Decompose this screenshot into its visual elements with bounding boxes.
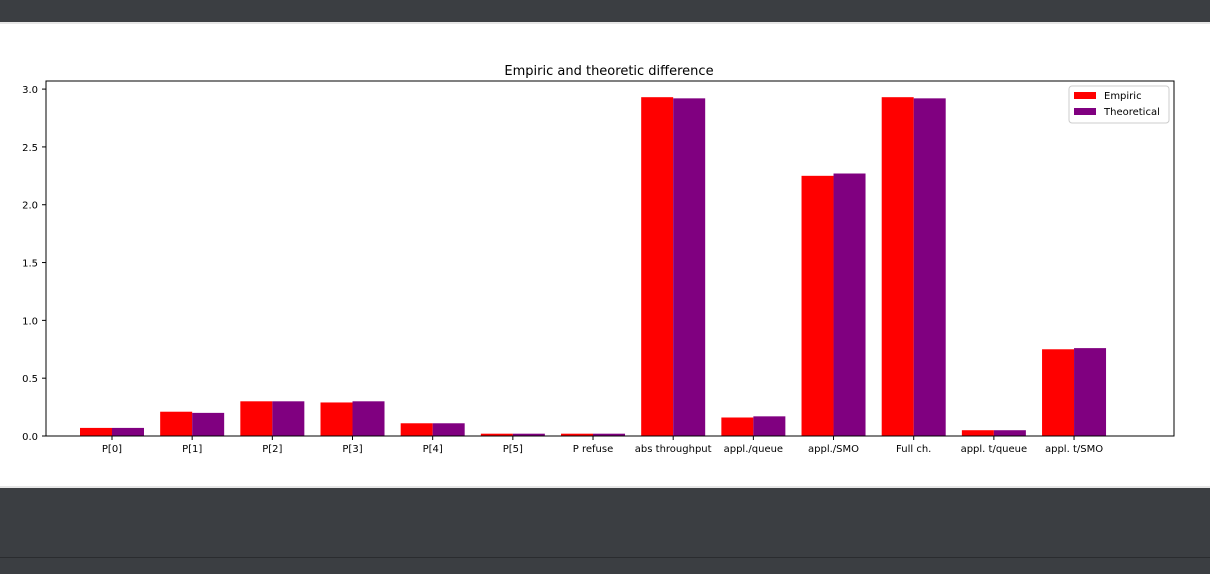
bar-empiric-7 — [641, 97, 674, 436]
plot-area: Empiric and theoretic difference 0.0 0.5 1… — [0, 24, 1210, 486]
top-toolbar — [0, 0, 1210, 22]
y-tick-label: 2.0 — [22, 201, 38, 212]
bar-empiric-11 — [961, 430, 994, 436]
bar-theoretical-11 — [993, 430, 1026, 436]
x-tick-label: P[3] — [342, 444, 362, 455]
bar-theoretical-10 — [913, 98, 946, 436]
bar-empiric-3 — [320, 402, 353, 436]
bar-theoretical-5 — [512, 433, 545, 436]
bar-empiric-4 — [400, 423, 433, 436]
x-tick-label: appl./queue — [724, 444, 783, 455]
status-bar — [0, 558, 1210, 574]
x-tick-label: P refuse — [573, 444, 613, 455]
y-axis: 0.0 0.5 1.0 1.5 2.0 2.5 3.0 — [22, 85, 46, 443]
y-tick-label: 2.5 — [22, 143, 38, 154]
y-tick-label: 1.5 — [22, 259, 38, 270]
x-tick-label: appl./SMO — [808, 444, 859, 455]
bar-empiric-10 — [881, 97, 914, 436]
legend-swatch-empiric — [1074, 92, 1096, 99]
bar-theoretical-2 — [272, 401, 305, 436]
y-tick-label: 0.0 — [22, 432, 38, 443]
bar-theoretical-12 — [1074, 348, 1107, 436]
bottom-panel — [0, 488, 1210, 558]
x-tick-label: Full ch. — [896, 444, 931, 455]
bar-theoretical-0 — [112, 427, 144, 436]
legend-swatch-theoretical — [1074, 108, 1096, 115]
bottom-divider — [0, 486, 1210, 488]
bar-empiric-1 — [160, 411, 193, 436]
bar-empiric-9 — [801, 175, 834, 436]
x-tick-label: appl. t/queue — [961, 444, 1028, 455]
x-axis: P[0] P[1] P[2] P[3] P[4] P[5] P refuse abs thro… — [102, 436, 1103, 455]
bar-theoretical-1 — [192, 412, 225, 436]
status-divider — [0, 557, 1210, 558]
bar-theoretical-6 — [593, 433, 626, 436]
x-tick-label: P[2] — [262, 444, 282, 455]
legend: Empiric Theoretical — [1068, 85, 1170, 124]
axes-frame — [45, 80, 1175, 437]
y-tick-label: 3.0 — [22, 85, 38, 96]
bar-theoretical-4 — [432, 423, 465, 436]
bar-theoretical-3 — [352, 401, 385, 436]
top-divider — [0, 22, 1210, 24]
x-tick-label: P[1] — [182, 444, 202, 455]
x-tick-label: P[0] — [102, 444, 122, 455]
x-tick-label: P[4] — [423, 444, 443, 455]
bar-theoretical-9 — [833, 173, 866, 436]
bar-theoretical-8 — [753, 416, 786, 436]
chart-title: Empiric and theoretic difference — [504, 64, 713, 79]
y-tick-label: 0.5 — [22, 374, 38, 385]
y-tick-label: 1.0 — [22, 316, 38, 327]
bar-empiric-8 — [721, 417, 754, 436]
bar-empiric-6 — [561, 433, 594, 436]
legend-label-theoretical: Theoretical — [1103, 107, 1160, 118]
legend-label-empiric: Empiric — [1104, 91, 1142, 102]
bar-chart: Empiric and theoretic difference 0.0 0.5 1… — [22, 64, 1175, 455]
x-tick-label: P[5] — [503, 444, 523, 455]
x-tick-label: appl. t/SMO — [1045, 444, 1103, 455]
bar-empiric-0 — [80, 427, 112, 436]
x-tick-label: abs throughput — [635, 444, 712, 455]
bar-empiric-2 — [240, 401, 273, 436]
bar-theoretical-7 — [673, 98, 706, 436]
bar-empiric-5 — [480, 433, 513, 436]
bar-empiric-12 — [1042, 349, 1075, 436]
bars-group — [80, 97, 1107, 436]
